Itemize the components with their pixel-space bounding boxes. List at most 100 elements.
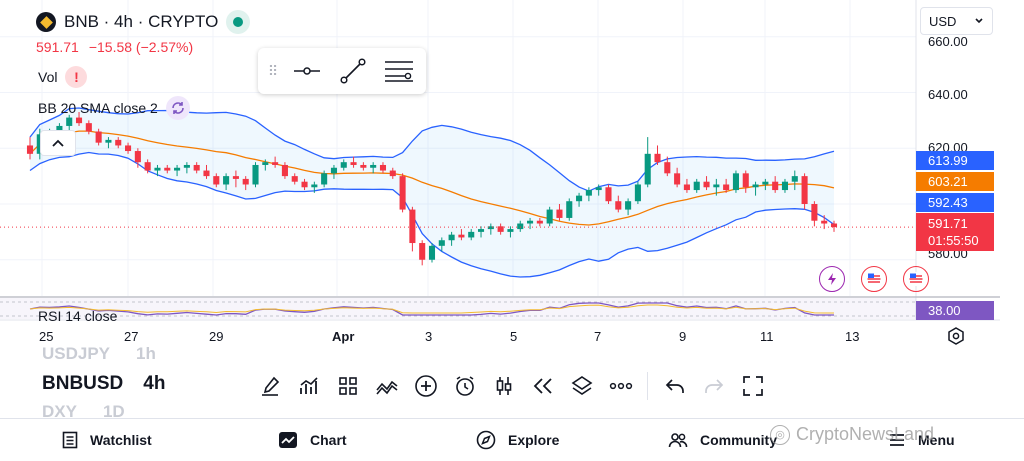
candle-body bbox=[664, 162, 671, 174]
warning-icon[interactable]: ! bbox=[65, 66, 88, 88]
currency-select[interactable]: USD bbox=[920, 7, 993, 35]
alert-icon[interactable] bbox=[445, 366, 484, 406]
price-chart[interactable] bbox=[0, 0, 1024, 350]
volume-legend[interactable]: Vol ! bbox=[38, 66, 88, 88]
bollinger-fill bbox=[30, 108, 834, 277]
candle-body bbox=[605, 187, 612, 202]
chart-grid bbox=[0, 0, 1000, 321]
last-price: 591.71 bbox=[36, 39, 79, 55]
fullscreen-icon[interactable] bbox=[733, 366, 772, 406]
candle-body bbox=[634, 184, 641, 202]
nav-community[interactable]: Community bbox=[668, 419, 777, 461]
candle-body bbox=[379, 164, 387, 171]
collapse-legend-button[interactable] bbox=[40, 130, 76, 156]
indicators-icon[interactable] bbox=[289, 366, 328, 406]
candle-body bbox=[272, 162, 279, 165]
volume-label: Vol bbox=[38, 69, 58, 85]
candle-body bbox=[26, 145, 34, 154]
symbol-option-selected[interactable]: BNBUSD 4h bbox=[42, 366, 165, 402]
settings-hexagon-icon[interactable] bbox=[946, 326, 966, 351]
candle-body bbox=[693, 181, 700, 191]
candle-body bbox=[242, 178, 249, 185]
bb-upper-tag: 613.99 bbox=[916, 151, 994, 170]
market-open-icon bbox=[226, 10, 251, 34]
symbol-switcher[interactable]: USDJPY 1h BNBUSD 4h DXY 1D bbox=[42, 344, 165, 424]
candles-icon[interactable] bbox=[484, 366, 523, 406]
candle-body bbox=[468, 231, 475, 238]
nav-explore-label: Explore bbox=[508, 432, 560, 448]
nav-explore[interactable]: Explore bbox=[476, 419, 559, 461]
bottom-toolbar bbox=[250, 366, 772, 406]
candle-body bbox=[821, 220, 828, 224]
bb-lower-tag: 592.43 bbox=[916, 193, 994, 212]
candle-body bbox=[125, 145, 132, 152]
rsi-line bbox=[29, 302, 834, 316]
us-flag-event-icon[interactable] bbox=[903, 266, 929, 292]
redo-icon[interactable] bbox=[694, 366, 733, 406]
symbol-interval: 1D bbox=[102, 402, 125, 421]
candle-body bbox=[497, 226, 504, 232]
price-axis-label: 660.00 bbox=[928, 34, 968, 49]
time-axis-label: 27 bbox=[124, 329, 139, 344]
refresh-icon[interactable] bbox=[165, 96, 190, 120]
time-axis-label: 3 bbox=[425, 329, 433, 344]
candle-body bbox=[419, 243, 426, 260]
price-change: −15.58 (−2.57%) bbox=[88, 39, 194, 55]
candle-body bbox=[370, 164, 377, 168]
bottom-nav: Watchlist Chart Explore Community Menu bbox=[0, 418, 1024, 461]
layouts-icon[interactable] bbox=[328, 366, 367, 406]
candle-body bbox=[576, 195, 583, 202]
us-flag-event-icon[interactable] bbox=[861, 266, 887, 292]
more-icon[interactable] bbox=[601, 366, 640, 406]
candle-body bbox=[66, 117, 73, 126]
bb-label: BB 20 SMA close 2 bbox=[38, 100, 158, 116]
symbol-interval: 1h bbox=[136, 344, 156, 363]
rsi-legend[interactable]: RSI 14 close bbox=[38, 308, 118, 324]
candle-body bbox=[703, 181, 710, 188]
nav-menu[interactable]: Menu bbox=[888, 419, 955, 461]
chevron-down-icon bbox=[975, 18, 983, 24]
drag-handle-icon[interactable]: ⠿ bbox=[267, 62, 279, 79]
symbol-name: USDJPY bbox=[42, 344, 111, 363]
candle-body bbox=[654, 153, 661, 163]
candle-body bbox=[360, 164, 367, 168]
drawing-toolbar[interactable]: ⠿ bbox=[258, 48, 426, 94]
patterns-icon[interactable] bbox=[367, 366, 406, 406]
undo-icon[interactable] bbox=[655, 366, 694, 406]
candle-body bbox=[105, 139, 112, 143]
candle-body bbox=[683, 184, 690, 191]
time-axis-label: 29 bbox=[209, 329, 224, 344]
brush-icon[interactable] bbox=[250, 366, 289, 406]
trend-line-tool-icon[interactable] bbox=[334, 54, 372, 88]
layers-icon[interactable] bbox=[562, 366, 601, 406]
candle-body bbox=[556, 209, 563, 218]
symbol-option[interactable]: DXY 1D bbox=[42, 402, 165, 424]
fib-settings-tool-icon[interactable] bbox=[380, 54, 418, 88]
candle-body bbox=[409, 209, 416, 244]
chevron-up-icon bbox=[52, 139, 64, 147]
horizontal-line-tool-icon[interactable] bbox=[288, 54, 326, 88]
candle-body bbox=[193, 164, 200, 171]
candle-body bbox=[262, 162, 269, 165]
candle-body bbox=[115, 139, 122, 146]
candle-body bbox=[507, 229, 514, 232]
symbol-header[interactable]: BNB · 4h · CRYPTO bbox=[36, 10, 251, 34]
time-axis-label: 11 bbox=[760, 329, 774, 344]
candle-body bbox=[340, 162, 347, 168]
candle-body bbox=[144, 162, 151, 171]
replay-icon[interactable] bbox=[523, 366, 562, 406]
candle-body bbox=[252, 164, 259, 185]
time-axis-label: 5 bbox=[510, 329, 518, 344]
rsi-value-tag: 38.00 bbox=[916, 301, 994, 320]
add-icon[interactable] bbox=[406, 366, 445, 406]
candle-body bbox=[438, 240, 445, 246]
candle-body bbox=[546, 209, 553, 224]
lightning-icon[interactable] bbox=[819, 266, 845, 292]
bollinger-legend[interactable]: BB 20 SMA close 2 bbox=[38, 96, 190, 120]
nav-chart[interactable]: Chart bbox=[278, 419, 347, 461]
candle-body bbox=[311, 184, 318, 188]
candle-body bbox=[350, 162, 357, 165]
symbol-option[interactable]: USDJPY 1h bbox=[42, 344, 165, 366]
symbol-interval: 4h bbox=[143, 373, 166, 394]
nav-watchlist[interactable]: Watchlist bbox=[62, 419, 152, 461]
